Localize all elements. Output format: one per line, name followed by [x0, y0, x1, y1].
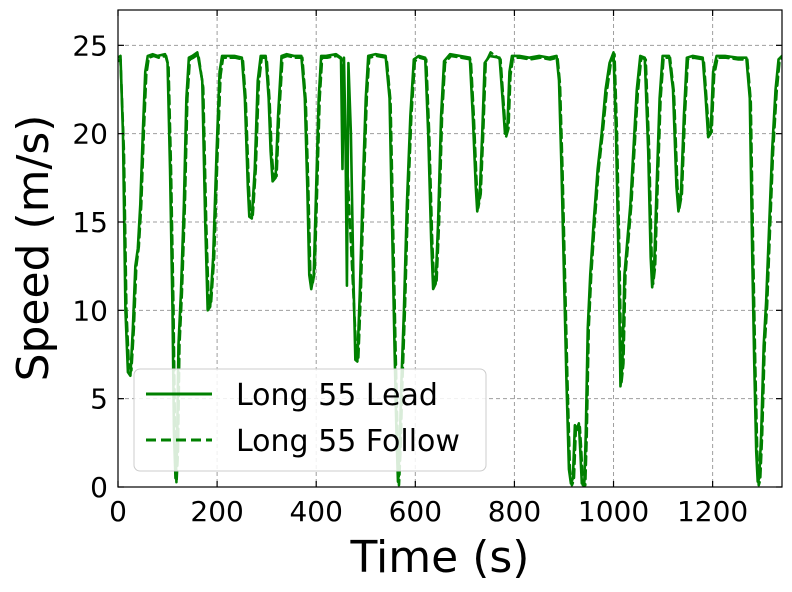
x-tick-label: 0 — [109, 495, 127, 528]
plot-frame — [117, 9, 783, 488]
y-axis-label: Speed (m/s) — [8, 115, 59, 382]
series-layer — [118, 51, 782, 487]
y-tick-label: 0 — [90, 471, 108, 504]
y-tick-label: 5 — [90, 383, 108, 416]
x-tick-label: 1200 — [677, 495, 748, 528]
y-tick-label: 15 — [72, 206, 108, 239]
legend-label-lead: Long 55 Lead — [236, 378, 438, 413]
x-tick-label: 200 — [190, 495, 243, 528]
axis-ticks: 0 200 400 600 800 1000 1200 0 5 10 15 20 25 — [72, 10, 782, 528]
y-tick-label: 25 — [72, 29, 108, 62]
series-line-follow — [118, 51, 782, 487]
x-tick-label: 800 — [488, 495, 541, 528]
x-tick-label: 600 — [389, 495, 442, 528]
x-axis-label: Time (s) — [350, 532, 530, 583]
x-tick-label: 400 — [289, 495, 342, 528]
legend: Long 55 Lead Long 55 Follow — [133, 368, 487, 472]
legend-box — [133, 368, 487, 472]
x-tick-label: 1000 — [578, 495, 649, 528]
y-tick-label: 20 — [72, 118, 108, 151]
y-tick-label: 10 — [72, 294, 108, 327]
legend-label-follow: Long 55 Follow — [236, 424, 460, 459]
